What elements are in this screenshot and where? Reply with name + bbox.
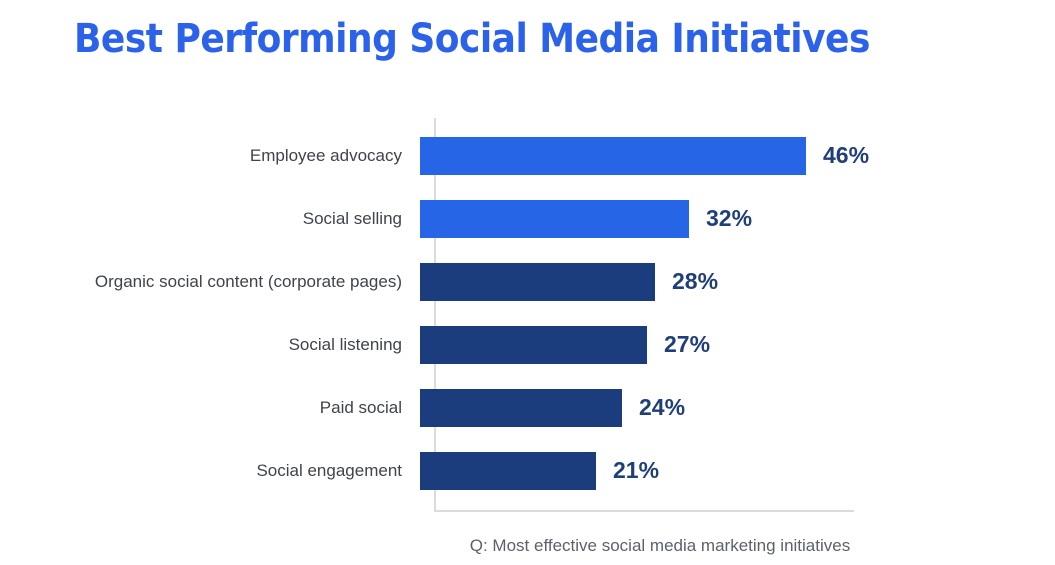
chart-row: Employee advocacy 46%: [0, 124, 1055, 187]
chart-row: Organic social content (corporate pages)…: [0, 250, 1055, 313]
chart-row: Paid social 24%: [0, 376, 1055, 439]
chart-row: Social listening 27%: [0, 313, 1055, 376]
value-label: 32%: [706, 205, 753, 231]
value-label: 24%: [639, 394, 686, 420]
bar-track: 27%: [420, 325, 711, 364]
value-label: 27%: [664, 331, 711, 357]
category-label: Social selling: [302, 208, 402, 228]
value-label: 28%: [672, 268, 719, 294]
chart-row: Social selling 32%: [0, 187, 1055, 250]
bar-track: 24%: [420, 388, 686, 427]
bar: [420, 199, 689, 238]
bar: [420, 262, 655, 301]
chart-caption: Q: Most effective social media marketing…: [469, 536, 851, 555]
bar-chart: Employee advocacy 46% Social selling 32% Org…: [0, 117, 1055, 502]
x-axis-line: [434, 510, 854, 512]
y-axis-line: [434, 118, 436, 512]
category-label: Paid social: [319, 397, 402, 417]
value-label: 46%: [823, 142, 870, 168]
page-title: Best Performing Social Media Initiatives: [74, 16, 870, 62]
bar-track: 21%: [420, 451, 660, 490]
category-label: Social engagement: [256, 460, 402, 480]
value-label: 21%: [613, 457, 660, 483]
bar-track: 46%: [420, 136, 870, 175]
category-label: Social listening: [288, 334, 402, 354]
category-label: Employee advocacy: [249, 145, 402, 165]
bar: [420, 451, 596, 490]
bar: [420, 136, 806, 175]
bar-track: 28%: [420, 262, 719, 301]
bar: [420, 388, 622, 427]
chart-row: Social engagement 21%: [0, 439, 1055, 502]
bar: [420, 325, 647, 364]
category-label: Organic social content (corporate pages): [94, 271, 402, 291]
bar-track: 32%: [420, 199, 753, 238]
